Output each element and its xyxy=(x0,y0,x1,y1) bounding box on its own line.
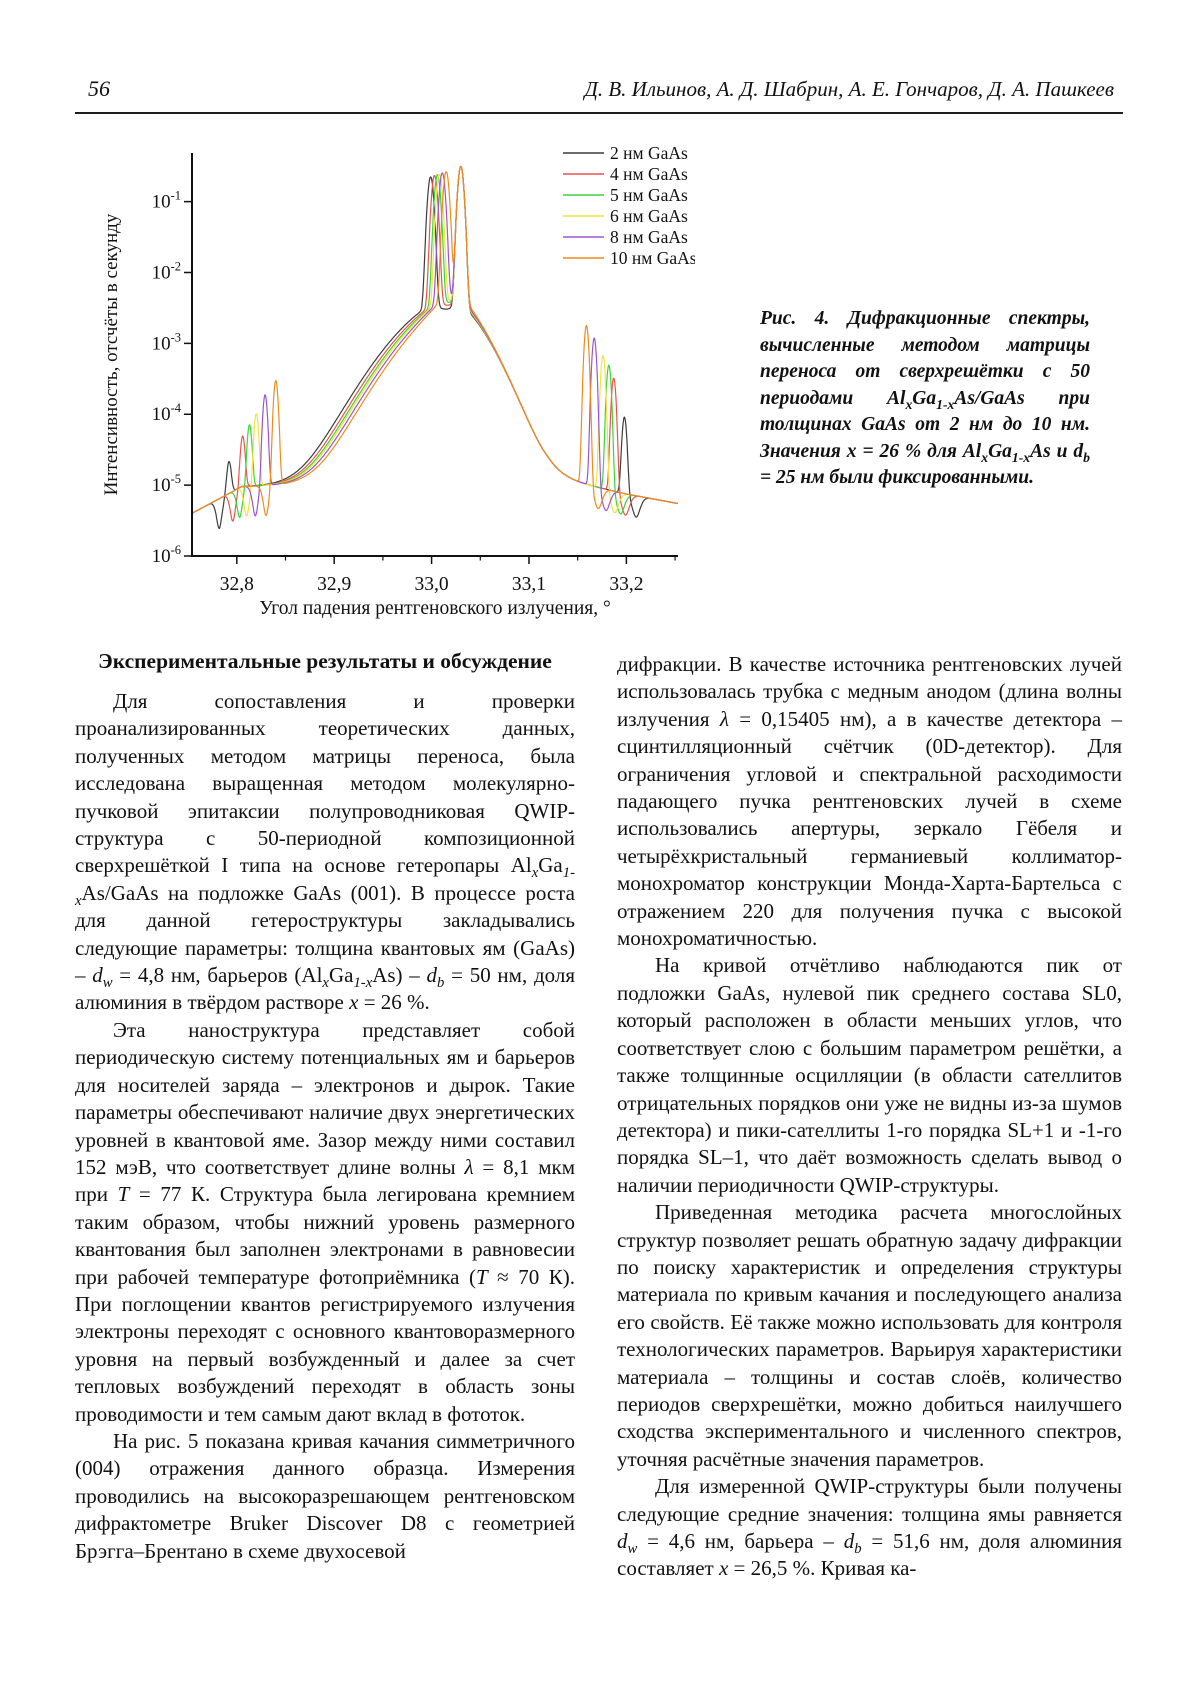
paragraph: Приведенная методика расчета многослойны… xyxy=(617,1200,1122,1471)
svg-text:10-3: 10-3 xyxy=(152,330,181,354)
svg-text:10 нм GaAs: 10 нм GaAs xyxy=(610,248,695,268)
left-column: Для сопоставления и проверки проанализир… xyxy=(75,688,575,1565)
figure-4: 10-1 10-2 10-3 10-4 10-5 10-6 32,8 32,9 33,0 33,1… xyxy=(95,122,697,627)
svg-text:32,8: 32,8 xyxy=(220,574,254,595)
svg-text:5 нм GaAs: 5 нм GaAs xyxy=(610,185,688,205)
svg-text:10-6: 10-6 xyxy=(152,543,181,567)
paragraph: На рис. 5 показана кривая качания симмет… xyxy=(75,1428,575,1563)
svg-text:Интенсивность, отсчёты в секун: Интенсивность, отсчёты в секунду xyxy=(101,213,122,495)
diffraction-spectra-chart: 10-1 10-2 10-3 10-4 10-5 10-6 32,8 32,9 33,0 33,1… xyxy=(101,143,697,619)
svg-text:6 нм GaAs: 6 нм GaAs xyxy=(610,206,688,226)
figure-caption: Рис. 4. Дифракционные спектры, вычисленн… xyxy=(760,308,1090,488)
svg-text:33,2: 33,2 xyxy=(609,574,643,595)
paragraph: Для измеренной QWIP-структуры были получ… xyxy=(617,1474,1122,1581)
svg-text:4 нм GaAs: 4 нм GaAs xyxy=(610,164,688,184)
svg-text:Угол падения рентгеновского из: Угол падения рентгеновского излучения, ° xyxy=(259,598,611,619)
svg-text:10-2: 10-2 xyxy=(152,259,181,283)
svg-text:32,9: 32,9 xyxy=(317,574,351,595)
svg-text:10-4: 10-4 xyxy=(152,401,182,425)
header-rule xyxy=(75,112,1123,114)
svg-text:10-1: 10-1 xyxy=(152,189,181,213)
running-authors: Д. В. Ильинов, А. Д. Шабрин, А. Е. Гонча… xyxy=(584,77,1114,101)
svg-text:10-5: 10-5 xyxy=(152,472,181,496)
right-column: дифракции. В качестве источника рентгено… xyxy=(617,651,1122,1583)
paragraph: Эта наноструктура представляет собой пер… xyxy=(75,1017,576,1426)
svg-text:33,1: 33,1 xyxy=(512,574,546,595)
page-number: 56 xyxy=(88,76,110,101)
paragraph: На кривой отчётливо наблюдаются пик от п… xyxy=(617,953,1122,1197)
paragraph: Для сопоставления и проверки проанализир… xyxy=(75,689,575,1015)
svg-text:33,0: 33,0 xyxy=(415,574,449,595)
section-heading: Экспериментальные результаты и обсуждени… xyxy=(98,649,552,673)
paragraph: дифракции. В качестве источника рентгено… xyxy=(617,652,1123,951)
svg-text:8 нм GaAs: 8 нм GaAs xyxy=(610,227,688,247)
svg-text:2 нм GaAs: 2 нм GaAs xyxy=(610,143,688,163)
